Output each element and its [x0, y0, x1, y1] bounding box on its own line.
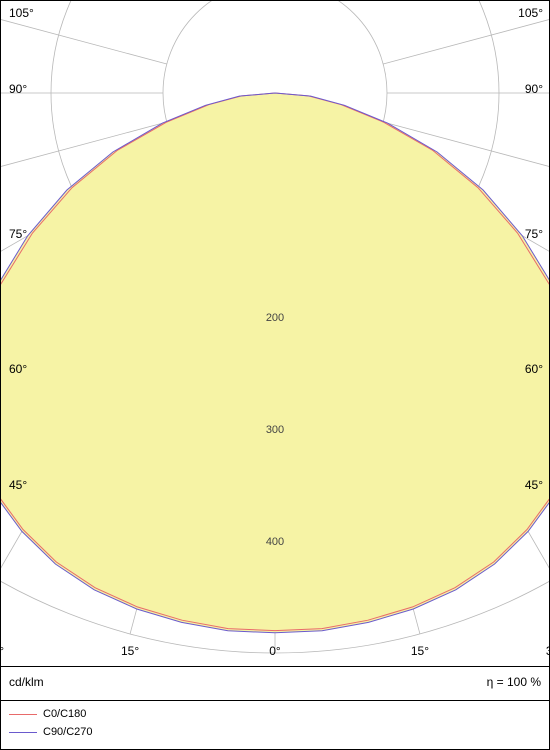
- units-label: cd/klm: [9, 675, 44, 689]
- angle-label: 105°: [518, 6, 543, 20]
- angle-label: 90°: [9, 82, 27, 96]
- ring-label: 200: [266, 312, 284, 324]
- legend-label: C90/C270: [43, 726, 93, 738]
- angle-label: 75°: [9, 227, 27, 241]
- legend-swatch: [9, 732, 37, 733]
- legend-item: C0/C180: [9, 705, 93, 723]
- legend-item: C90/C270: [9, 723, 93, 741]
- angle-label: 45°: [9, 478, 27, 492]
- angle-label: 90°: [525, 82, 543, 96]
- angle-label: 60°: [525, 362, 543, 376]
- angle-label: 45°: [525, 478, 543, 492]
- legend-label: C0/C180: [43, 708, 86, 720]
- angle-label: 0°: [269, 644, 281, 658]
- divider-lower: [1, 700, 549, 701]
- angle-label: 15°: [121, 644, 139, 658]
- efficiency-label: η = 100 %: [487, 675, 541, 689]
- divider-upper: [1, 666, 549, 667]
- legend: C0/C180 C90/C270: [9, 705, 93, 741]
- angle-label: 30°: [1, 644, 4, 658]
- legend-swatch: [9, 714, 37, 715]
- plot-svg: 200 300 400 0° 45° 45° 60° 60° 75° 75° 90° 90° 105° 1…: [1, 1, 549, 749]
- polar-photometric-chart: 200 300 400 0° 45° 45° 60° 60° 75° 75° 90° 90° 105° 1…: [0, 0, 550, 750]
- angle-label: 15°: [411, 644, 429, 658]
- angle-label: 30°: [546, 644, 549, 658]
- angle-label: 75°: [525, 227, 543, 241]
- ring-label: 400: [266, 536, 284, 548]
- angle-label: 105°: [9, 6, 34, 20]
- angle-label: 60°: [9, 362, 27, 376]
- ring-label: 300: [266, 424, 284, 436]
